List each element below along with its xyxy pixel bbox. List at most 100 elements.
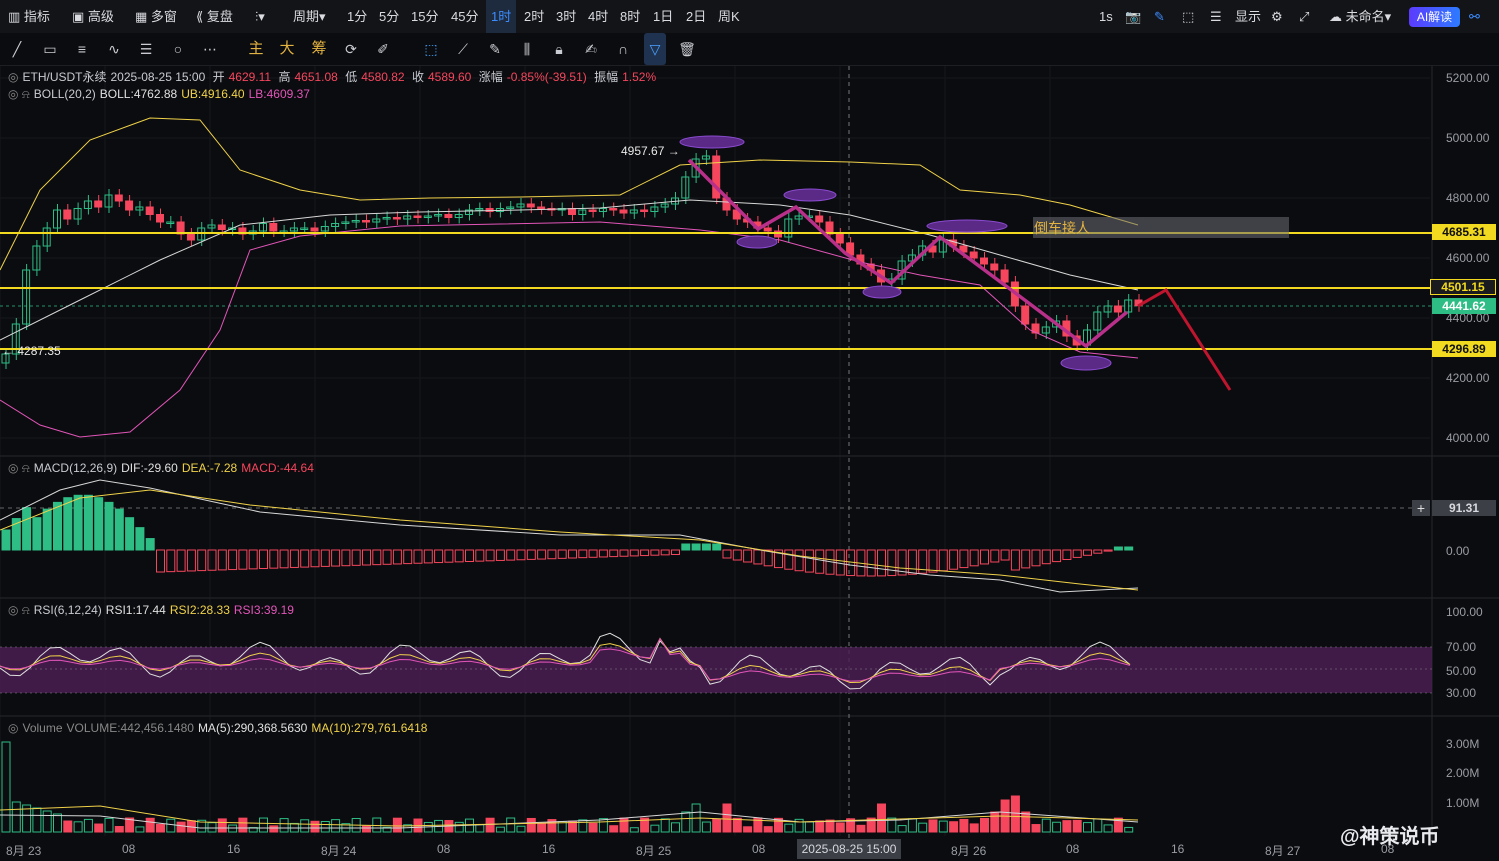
- macd-bar: [907, 549, 917, 575]
- volume-bar: [104, 817, 114, 833]
- select-tool-icon[interactable]: ⬚: [424, 41, 438, 57]
- rsi-band: [0, 647, 1432, 693]
- filter-icon[interactable]: ▽: [644, 33, 666, 65]
- macd-bar: [732, 549, 742, 561]
- rsi3-line: [0, 637, 1131, 682]
- ruler-icon[interactable]: ⟋: [458, 41, 468, 57]
- current-price-tag: 4441.62: [1432, 298, 1496, 314]
- parallel-tool-icon[interactable]: ≡: [77, 41, 87, 57]
- pencil-icon[interactable]: ✎: [489, 41, 501, 57]
- large-toggle[interactable]: 大: [279, 40, 295, 57]
- lock-icon[interactable]: 🔒︎: [555, 41, 563, 57]
- interval-weekly[interactable]: 周K: [718, 9, 740, 24]
- macd-bar: [454, 549, 464, 563]
- interval-2h[interactable]: 2时: [524, 9, 545, 24]
- display-button[interactable]: 显示: [1235, 9, 1262, 24]
- candle-body: [444, 214, 453, 218]
- macd-bar: [990, 549, 1000, 563]
- macd-bar: [269, 549, 279, 569]
- cursor-icon[interactable]: ⬚: [1182, 9, 1195, 24]
- macd-bar: [1072, 549, 1082, 558]
- candle-body: [372, 218, 381, 223]
- ai-interpret-button[interactable]: AI解读: [1409, 7, 1460, 27]
- indicator-button[interactable]: ▥ 指标: [8, 9, 50, 24]
- interval-4h[interactable]: 4时: [588, 9, 609, 24]
- refresh-icon[interactable]: ⟳: [345, 41, 357, 57]
- camera-icon[interactable]: 📷: [1125, 9, 1142, 24]
- date-label: 8月 24: [321, 844, 357, 858]
- rect-tool-icon[interactable]: ▭: [43, 41, 57, 57]
- macd-bar: [320, 549, 330, 567]
- candle-body: [475, 208, 484, 211]
- layout-dropdown[interactable]: ☁ 未命名▾: [1329, 9, 1392, 24]
- list-icon[interactable]: ☰: [1210, 9, 1222, 24]
- volume-bar: [392, 817, 402, 833]
- volume-bar: [959, 818, 969, 833]
- volume-bar: [804, 821, 814, 833]
- edit-icon[interactable]: ✍: [585, 41, 597, 57]
- candle-body: [681, 176, 690, 199]
- macd-bar: [279, 549, 289, 569]
- interval-1h[interactable]: 1时: [486, 0, 517, 33]
- candle-body: [413, 215, 422, 218]
- main-toggle[interactable]: 主: [248, 40, 264, 57]
- macd-axis-zero: 0.00: [1446, 544, 1470, 558]
- price-axis-label: 4800.00: [1446, 191, 1490, 205]
- candle-body: [660, 203, 669, 208]
- macd-bar: [526, 549, 536, 560]
- chips-toggle[interactable]: 筹: [311, 40, 327, 57]
- candle-style-icon[interactable]: ⫶▾: [255, 9, 265, 24]
- magnet-icon[interactable]: ∩: [617, 41, 629, 57]
- candle-body: [516, 203, 525, 208]
- pen-icon[interactable]: ✎: [1154, 9, 1165, 24]
- candle-body: [815, 215, 824, 223]
- macd-bar: [516, 549, 526, 561]
- advanced-button[interactable]: ▣ 高级: [72, 9, 114, 24]
- box-label: 倒车接人: [1034, 220, 1090, 236]
- candle-body: [269, 223, 278, 232]
- candle-body: [331, 223, 340, 227]
- macd-bar: [11, 518, 21, 551]
- volume-bar: [877, 803, 886, 833]
- interval-5m[interactable]: 5分: [379, 9, 400, 24]
- line-tool-icon[interactable]: ╱: [12, 41, 22, 57]
- circle-tool-icon[interactable]: ○: [173, 41, 183, 57]
- candle-body: [145, 206, 154, 215]
- macd-bar: [598, 549, 608, 558]
- kline-chart[interactable]: [0, 66, 1499, 861]
- replay-button[interactable]: ⟪ 复盘: [196, 9, 233, 24]
- add-icon[interactable]: +: [1412, 500, 1430, 516]
- volume-bar: [537, 823, 547, 833]
- volume-bar: [825, 819, 835, 833]
- interval-1d[interactable]: 1日: [653, 9, 674, 24]
- brush-icon[interactable]: ✐: [377, 41, 389, 57]
- fib-tool-icon[interactable]: ☰: [139, 41, 153, 57]
- interval-1m[interactable]: 1分: [347, 9, 368, 24]
- top-bar: ▥ 指标 ▣ 高级 ▦ 多窗 ⟪ 复盘 ⫶▾ 周期▾ 1分 5分 15分 45分…: [0, 0, 1499, 34]
- interval-45m[interactable]: 45分: [451, 9, 479, 24]
- interval-3h[interactable]: 3时: [556, 9, 577, 24]
- interval-2d[interactable]: 2日: [686, 9, 707, 24]
- settings-icon[interactable]: ⚙: [1271, 9, 1283, 24]
- trash-icon[interactable]: 🗑︎: [678, 41, 696, 57]
- refresh-rate[interactable]: 1s: [1099, 9, 1113, 24]
- candle-body: [1093, 311, 1102, 331]
- candle-body: [166, 221, 175, 224]
- volume-bar: [83, 818, 93, 833]
- wave-tool-icon[interactable]: ∿: [108, 41, 120, 57]
- compare-icon[interactable]: ⫼: [523, 41, 531, 57]
- interval-15m[interactable]: 15分: [411, 9, 439, 24]
- volume-bar: [609, 825, 619, 833]
- interval-8h[interactable]: 8时: [620, 9, 641, 24]
- fullscreen-icon[interactable]: ⤢: [1299, 9, 1310, 24]
- volume-bar: [495, 826, 505, 833]
- more-tools-icon[interactable]: ⋯: [203, 41, 217, 57]
- macd-bar: [53, 501, 62, 551]
- share-icon[interactable]: ⚯: [1469, 9, 1480, 24]
- multiwindow-button[interactable]: ▦ 多窗: [135, 9, 177, 24]
- volume-bar: [125, 817, 135, 833]
- period-dropdown[interactable]: 周期▾: [293, 9, 326, 24]
- rsi-legend: ◎ ⍾ RSI(6,12,24) RSI1:17.44 RSI2:28.33 RSI3:…: [8, 603, 294, 617]
- volume-bar: [846, 818, 856, 833]
- macd-bar: [568, 549, 577, 559]
